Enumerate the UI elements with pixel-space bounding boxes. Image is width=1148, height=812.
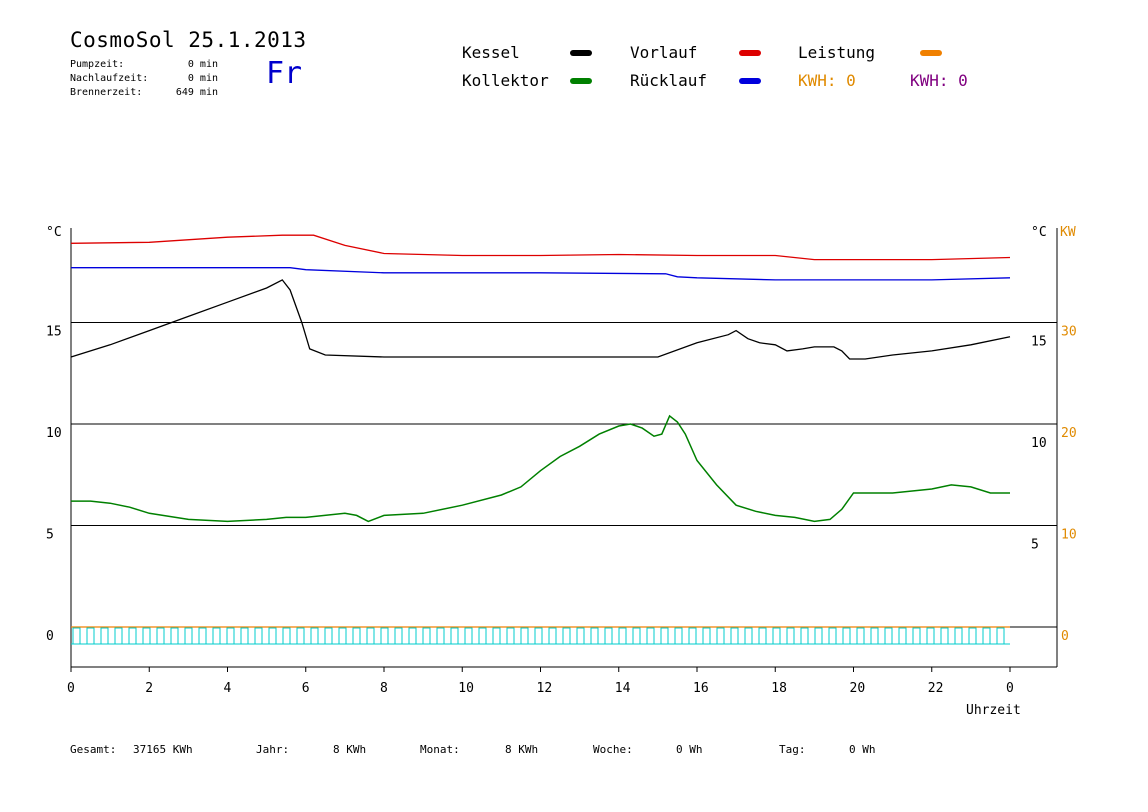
footer-monat-label: Monat: [420,743,460,756]
legend-vorlauf-label: Vorlauf [630,43,698,62]
right-tick-label: 10 [1031,436,1047,451]
legend-kollektor-swatch [570,78,592,84]
chart-axes [70,228,1058,668]
chart-ticks: °C °C KW 0 5 10 15 5 10 15 0 10 20 30 0 2 4 6 8 10 12 14 16 18 2… [46,225,1077,718]
left-tick-label: 10 [46,426,62,441]
x-tick-label: 22 [928,681,944,696]
x-tick-label: 16 [693,681,709,696]
right-kw-tick-label: 0 [1061,629,1069,644]
right-tick-label: 5 [1031,538,1039,553]
x-tick-label: 4 [224,681,232,696]
series-kollektor [71,414,1010,523]
series-pumpe [71,627,1010,645]
footer-woche-value: 0 Wh [676,743,703,756]
chart-series [70,234,1011,645]
left-tick-label: 5 [46,528,54,543]
legend-ruecklauf-swatch [739,78,761,84]
series-kessel [70,279,1011,360]
footer-tag-value: 0 Wh [849,743,876,756]
left-tick-label: 15 [46,325,62,340]
stat-pumpzeit-label: Pumpzeit: [70,59,125,70]
footer-tag-label: Tag: [779,743,806,756]
stat-nachlaufzeit-value: 0 min [187,73,218,84]
legend-kollektor-label: Kollektor [462,71,549,90]
footer-gesamt-label: Gesamt: [70,743,117,756]
pump-wave [72,627,1005,644]
x-tick-label: 18 [771,681,787,696]
footer-monat-value: 8 KWh [505,743,539,756]
chart-title: CosmoSol 25.1.2013 [70,28,307,52]
footer-jahr-value: 8 KWh [333,743,367,756]
legend-kwh-purple: KWH: 0 [910,71,968,90]
stat-pumpzeit-value: 0 min [187,59,218,70]
footer-woche-label: Woche: [593,743,633,756]
right-kw-unit-label: KW [1060,225,1076,240]
legend-kwh-orange: KWH: 0 [798,71,856,90]
legend-ruecklauf-label: Rücklauf [630,71,708,90]
left-tick-label: 0 [46,629,54,644]
legend-leistung-swatch [920,50,942,56]
x-tick-label: 12 [537,681,553,696]
x-tick-label: 10 [458,681,474,696]
x-tick-label: 2 [145,681,153,696]
chart-grid [71,322,1057,628]
series-vorlauf [70,234,1011,261]
footer-gesamt-value: 37165 KWh [133,743,193,756]
right-tick-label: 15 [1031,335,1047,350]
stat-brennerzeit-value: 649 min [175,87,218,98]
x-tick-label: 14 [615,681,631,696]
footer-jahr-label: Jahr: [256,743,290,756]
x-tick-label: 8 [380,681,388,696]
x-tick-label: 0 [67,681,75,696]
right-kw-tick-label: 20 [1061,426,1077,441]
x-tick-label: 6 [302,681,310,696]
x-tick-label: 20 [850,681,866,696]
right-unit-label: °C [1031,225,1047,240]
series-rcklauf [71,267,1011,281]
legend-leistung-label: Leistung [798,43,876,62]
legend-kessel-swatch [570,50,592,56]
x-axis-title: Uhrzeit [966,703,1021,718]
legend-kessel-label: Kessel [462,43,520,62]
right-kw-tick-label: 30 [1061,325,1077,340]
stat-brennerzeit-label: Brennerzeit: [70,87,143,98]
stat-nachlaufzeit-label: Nachlaufzeit: [70,73,149,84]
right-kw-tick-label: 10 [1061,528,1077,543]
left-unit-label: °C [46,225,62,240]
legend-vorlauf-swatch [739,50,761,56]
x-tick-label: 0 [1006,681,1014,696]
weekday-label: Fr [266,56,303,91]
